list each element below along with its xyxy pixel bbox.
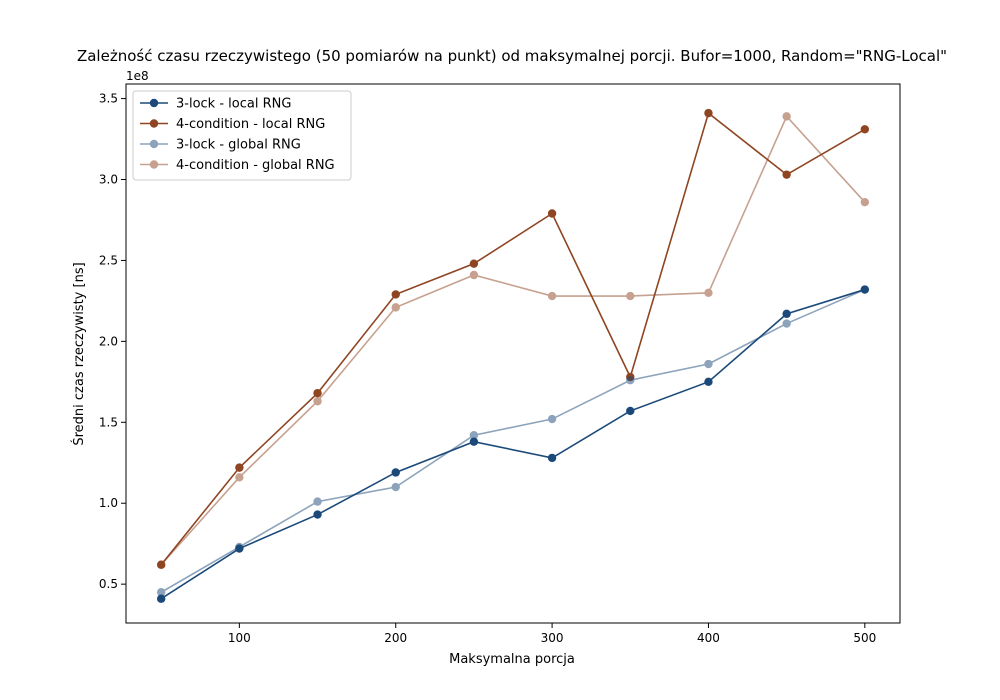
y-tick-label: 3.5: [99, 92, 118, 106]
legend-swatch-marker: [149, 139, 159, 149]
data-point: [235, 463, 244, 472]
y-tick-label: 1.0: [99, 496, 118, 510]
chart-title: Zależność czasu rzeczywistego (50 pomiar…: [77, 47, 947, 65]
legend-swatch-marker: [149, 119, 159, 128]
data-point: [391, 468, 400, 477]
x-axis-label: Maksymalna porcja: [449, 652, 575, 667]
data-point: [391, 482, 400, 492]
data-point: [860, 197, 870, 207]
y-tick-label: 2.5: [99, 253, 118, 267]
series-line: [160, 288, 866, 600]
data-point: [626, 406, 635, 416]
data-point: [469, 270, 479, 280]
data-point: [782, 170, 791, 179]
series-line: [160, 114, 866, 566]
plot-frame: [125, 83, 901, 624]
data-point: [782, 112, 791, 121]
legend: [132, 90, 352, 181]
data-point: [469, 437, 479, 446]
legend-item: [140, 160, 168, 169]
x-tick-label: 500: [853, 631, 876, 645]
x-tick-label: 400: [697, 631, 720, 645]
data-point: [235, 542, 244, 552]
data-point: [860, 125, 870, 134]
legend-label: 3-lock - global RNG: [176, 138, 301, 153]
legend-label: 3-lock - local RNG: [176, 97, 291, 112]
data-point: [391, 290, 400, 299]
data-point: [626, 291, 635, 301]
series-3: [156, 285, 870, 597]
data-point: [782, 309, 791, 319]
data-point: [626, 376, 635, 385]
y-tick-label: 2.0: [99, 334, 118, 348]
x-tick-label: 200: [384, 631, 407, 645]
series-line: [160, 288, 866, 593]
y-tick-label: 0.5: [99, 577, 118, 591]
legend-item: [140, 98, 168, 108]
data-point: [704, 108, 713, 118]
x-tick-label: 100: [228, 631, 251, 645]
data-point: [469, 259, 479, 268]
legend-label: 4-condition - global RNG: [176, 158, 335, 173]
data-point: [704, 377, 713, 387]
series-4: [156, 112, 870, 569]
data-point: [313, 497, 322, 506]
data-point: [704, 288, 713, 298]
legend-label: 4-condition - local RNG: [176, 117, 325, 132]
data-point: [313, 397, 322, 406]
legend-swatch-marker: [149, 98, 159, 108]
data-point: [782, 319, 791, 328]
legend-swatch-marker: [149, 160, 159, 169]
y-offset-label: 1e8: [126, 69, 149, 83]
series-line: [160, 111, 866, 566]
data-point: [860, 285, 870, 294]
data-point: [547, 291, 557, 301]
data-point: [156, 588, 166, 597]
data-point: [235, 473, 244, 482]
x-tick-label: 300: [541, 631, 564, 645]
data-point: [469, 431, 479, 440]
data-point: [156, 560, 166, 569]
legend-item: [140, 119, 168, 128]
data-point: [704, 359, 713, 369]
y-tick-label: 1.5: [99, 415, 118, 429]
y-axis-label: Średni czas rzeczywisty [ns]: [71, 262, 87, 445]
data-point: [547, 414, 557, 424]
data-point: [547, 209, 557, 218]
legend-item: [140, 139, 168, 149]
data-point: [391, 303, 400, 312]
data-point: [156, 594, 166, 603]
data-point: [313, 510, 322, 519]
data-point: [313, 388, 322, 398]
y-tick-label: 3.0: [99, 172, 118, 186]
data-point: [547, 453, 557, 463]
